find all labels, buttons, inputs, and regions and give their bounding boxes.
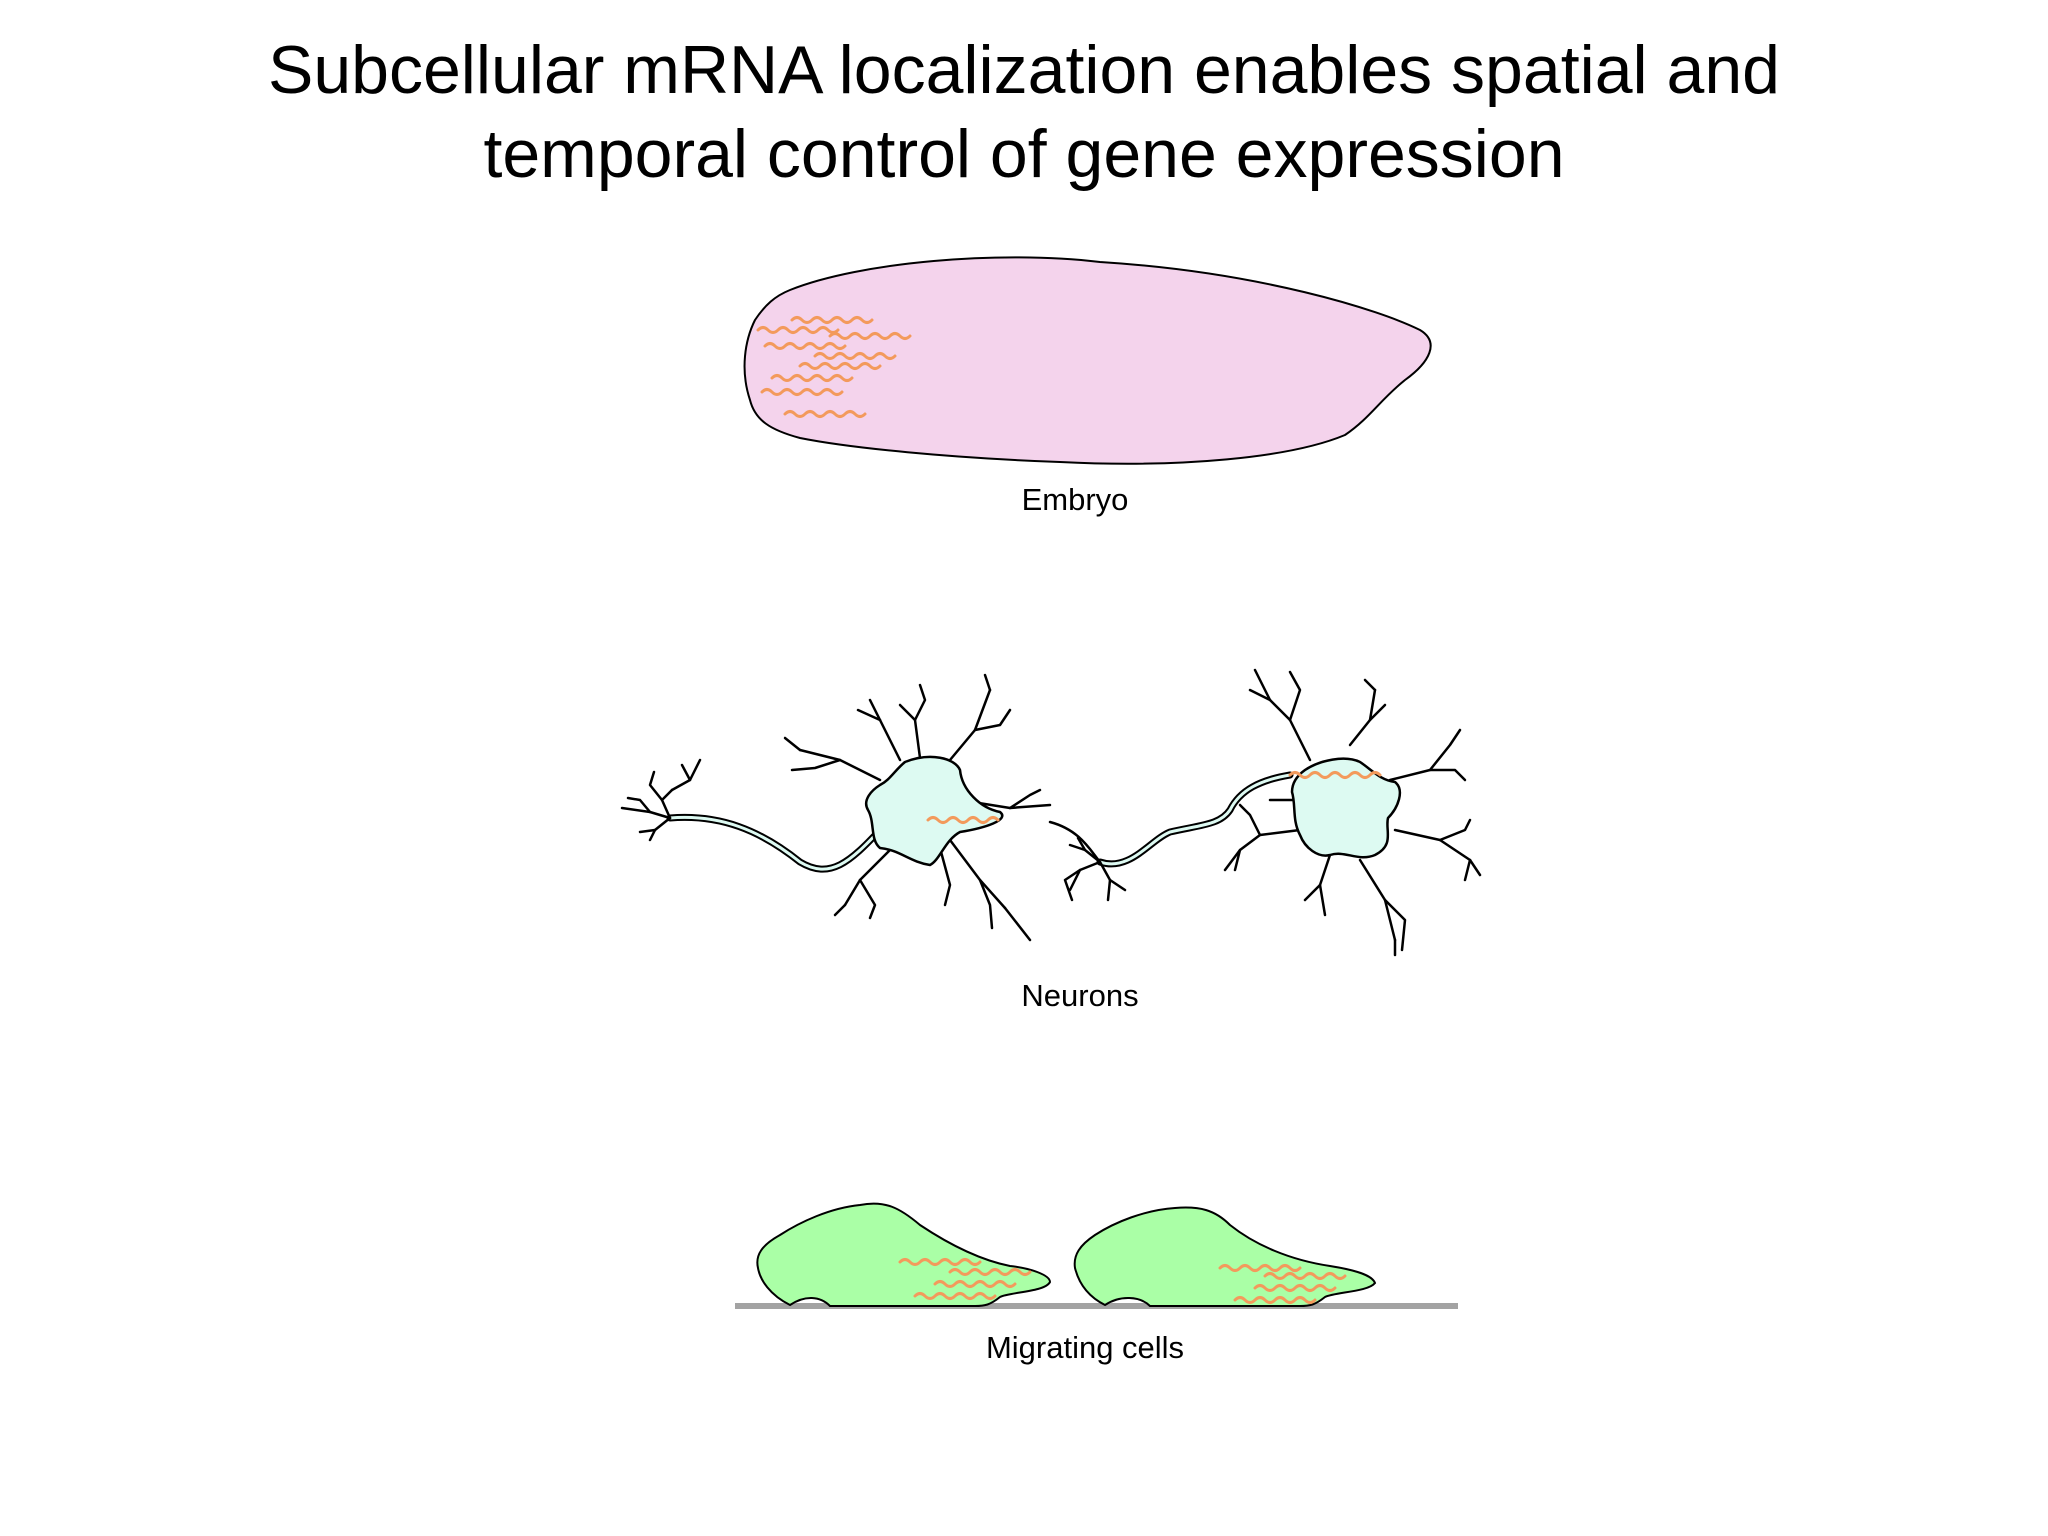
neurons-illustration: [620, 668, 1482, 957]
migrating-cell-right: [1073, 1206, 1377, 1307]
neuron-mrna: [926, 816, 1000, 824]
neuron-mrna: [1288, 771, 1382, 779]
slide-title: Subcellular mRNA localization enables sp…: [0, 28, 2048, 196]
migrating-cells-label: Migrating cells: [985, 1330, 1185, 1365]
embryo-illustration: [743, 256, 1432, 465]
embryo-body: [743, 256, 1432, 465]
title-line-1: Subcellular mRNA localization enables sp…: [268, 32, 1780, 108]
neuron-dendrites: [1223, 668, 1482, 957]
migrating-cell-left: [756, 1202, 1052, 1307]
neuron-soma: [1290, 757, 1402, 859]
embryo-label: Embryo: [1021, 482, 1129, 517]
neuron-axon-terminal: [620, 758, 702, 842]
neuron-dendrites: [783, 673, 1052, 942]
title-line-2: temporal control of gene expression: [483, 116, 1565, 192]
neurons-label: Neurons: [1021, 978, 1139, 1013]
neuron-soma: [864, 755, 1004, 867]
neuron-right: [1223, 668, 1482, 957]
neuron-left: [620, 673, 1052, 942]
migrating-cells-illustration: [735, 1202, 1458, 1309]
neuron-connection: [1048, 771, 1294, 902]
